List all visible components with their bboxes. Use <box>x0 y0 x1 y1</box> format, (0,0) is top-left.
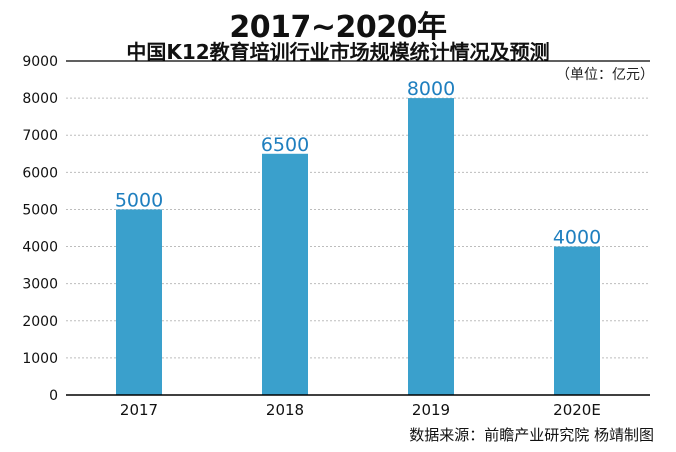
gridlines <box>66 60 650 359</box>
y-tick-label: 4000 <box>22 240 58 256</box>
y-tick-label: 8000 <box>22 91 58 107</box>
x-tick-label: 2018 <box>266 401 304 419</box>
value-labels: 5000 6500 8000 4000 <box>115 78 601 248</box>
chart-subtitle: 中国K12教育培训行业市场规模统计情况及预测 <box>126 40 550 64</box>
x-tick-label: 2017 <box>120 401 158 419</box>
bar-2017 <box>116 209 162 395</box>
y-tick-label: 3000 <box>22 277 58 293</box>
value-label: 4000 <box>553 227 601 249</box>
value-label: 5000 <box>115 189 163 211</box>
y-tick-label: 7000 <box>22 128 58 144</box>
bar-2018 <box>262 153 308 395</box>
x-tick-label: 2020E <box>553 401 601 419</box>
value-label: 6500 <box>261 134 309 156</box>
y-tick-label: 5000 <box>22 202 58 218</box>
y-tick-label: 1000 <box>22 351 58 367</box>
value-label: 8000 <box>407 78 455 100</box>
y-tick-label: 6000 <box>22 165 58 181</box>
source-note: 数据来源：前瞻产业研究院 杨靖制图 <box>409 426 654 444</box>
y-tick-label: 2000 <box>22 314 58 330</box>
y-axis-ticks: 0 1000 2000 3000 4000 5000 6000 7000 8000 9000 <box>22 54 58 404</box>
y-tick-label: 9000 <box>22 54 58 70</box>
x-axis-ticks: 2017 2018 2019 2020E <box>120 401 601 419</box>
bar-2020E <box>554 246 600 395</box>
chart-title: 2017~2020年 <box>229 10 447 45</box>
bars <box>116 98 600 395</box>
unit-label: （单位：亿元） <box>556 67 654 83</box>
bar-2019 <box>408 98 454 395</box>
y-tick-label: 0 <box>49 388 58 404</box>
x-tick-label: 2019 <box>412 401 450 419</box>
